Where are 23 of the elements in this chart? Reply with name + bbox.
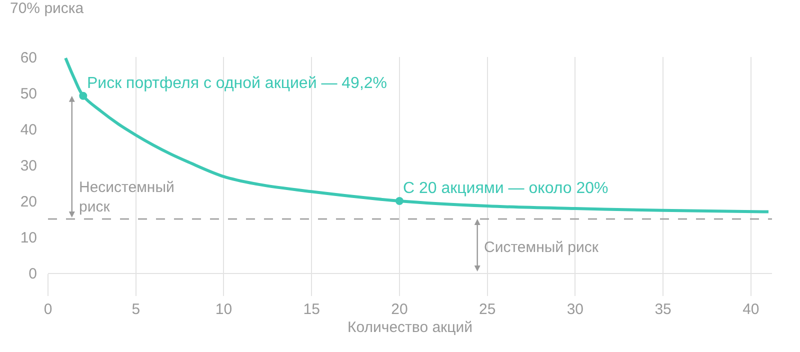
y-tick-label: 60 [20,49,37,66]
x-tick-label: 25 [478,301,496,318]
y-tick-label: 0 [28,265,37,282]
x-tick-label: 40 [742,301,760,318]
x-tick-label: 0 [44,301,52,318]
y-axis-title: 70% риска [10,0,84,17]
x-tick-label: 10 [215,301,232,318]
y-tick-label: 30 [20,157,37,174]
x-tick-label: 15 [303,301,320,318]
annotation: Риск портфеля с одной акцией — 49,2% [87,75,388,92]
x-tick-label: 5 [132,301,140,318]
x-axis-title: Количество акций [348,319,472,336]
x-tick-label: 35 [654,301,672,318]
x-tick-label: 30 [566,301,584,318]
annotation: Системный риск [484,239,599,256]
x-tick-label: 20 [391,301,408,318]
line-series [64,57,770,214]
y-tick-label: 20 [20,193,37,210]
annotation: Несистемный риск [79,179,174,216]
annotation: С 20 акциями — около 20% [403,180,608,197]
y-tick-label: 40 [20,121,37,138]
y-tick-label: 10 [20,229,37,246]
y-tick-label: 50 [20,85,37,102]
